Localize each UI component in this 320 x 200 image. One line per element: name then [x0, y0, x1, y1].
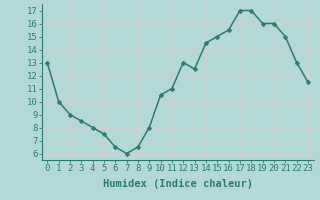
X-axis label: Humidex (Indice chaleur): Humidex (Indice chaleur): [103, 179, 252, 189]
